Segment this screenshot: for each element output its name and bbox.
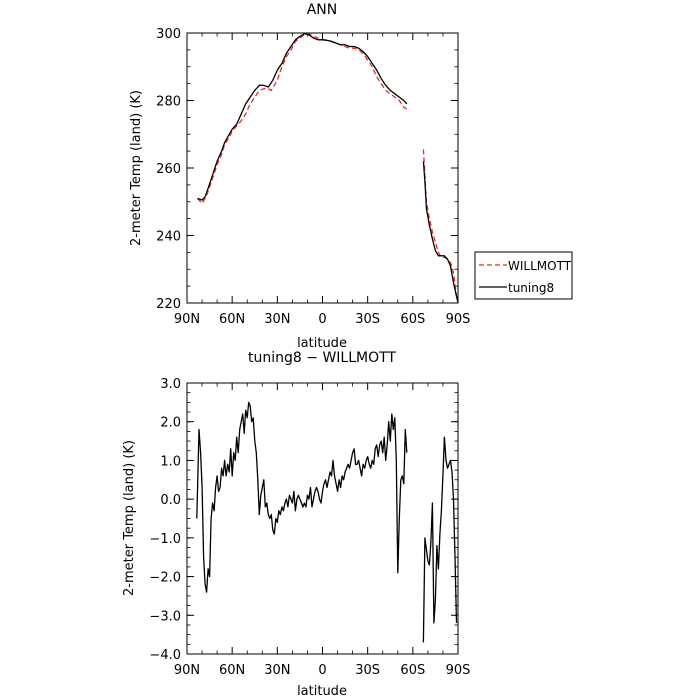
series-lines: [197, 33, 459, 304]
series-line-b: [197, 33, 408, 201]
x-tick-label: 30N: [264, 663, 290, 678]
y-tick-label: −1.0: [149, 532, 181, 547]
y-axis-label: 2-meter Temp (land) (K): [122, 440, 137, 596]
legend-label-willmott: WILLMOTT: [508, 259, 572, 273]
plot-frame: [186, 382, 459, 655]
x-tick-label: 60S: [400, 663, 425, 678]
series-lines: [196, 401, 458, 643]
series-line-b: [422, 161, 459, 304]
y-tick-label: 300: [156, 27, 181, 42]
y-axis-label: 2-meter Temp (land) (K): [129, 90, 144, 246]
y-tick-label: 0.0: [160, 493, 181, 508]
plot-frame: [186, 32, 459, 304]
x-tick-label: 0: [318, 312, 326, 327]
difference-chart: tuning8 − WILLMOTT 3.0 2.0 1.0 0.0 −1.0 −2.0 −…: [122, 350, 470, 699]
x-axis-label: latitude: [297, 684, 347, 699]
y-tick-label: 240: [156, 230, 181, 245]
y-tick-label: 260: [156, 162, 181, 177]
y-tick-label: 2.0: [160, 416, 181, 431]
x-tick-label: 90N: [174, 663, 200, 678]
x-tick-label: 90S: [446, 663, 471, 678]
x-tick-label: 90N: [174, 312, 200, 327]
legend-box: [474, 251, 573, 300]
x-tick-label: 60N: [219, 312, 245, 327]
y-ticks: 3.0 2.0 1.0 0.0 −1.0 −2.0 −3.0 −4.0: [149, 377, 458, 663]
x-tick-label: 30S: [355, 663, 380, 678]
x-ticks: 90N 60N 30N 0 30S 60S 90S: [174, 383, 471, 678]
series-line-a: [422, 436, 458, 643]
legend: WILLMOTT tuning8: [474, 251, 573, 300]
x-tick-label: 30S: [355, 312, 380, 327]
x-tick-label: 0: [318, 663, 326, 678]
series-line-a: [196, 401, 408, 593]
chart-title: ANN: [307, 2, 338, 18]
x-axis-label: latitude: [297, 336, 347, 351]
y-tick-label: 280: [156, 95, 181, 110]
x-tick-label: 60S: [400, 312, 425, 327]
chart-title: tuning8 − WILLMOTT: [248, 350, 396, 366]
x-tick-label: 30N: [264, 312, 290, 327]
legend-label-tuning8: tuning8: [508, 281, 554, 295]
y-ticks: 300 280 260 240 220: [156, 27, 458, 312]
y-tick-label: −4.0: [149, 648, 181, 663]
y-tick-label: −3.0: [149, 609, 181, 624]
y-tick-label: 1.0: [160, 454, 181, 469]
x-tick-label: 90S: [446, 312, 471, 327]
y-tick-label: 220: [156, 297, 181, 312]
x-ticks: 90N 60N 30N 0 30S 60S 90S: [174, 33, 471, 327]
y-tick-label: −2.0: [149, 571, 181, 586]
x-tick-label: 60N: [219, 663, 245, 678]
series-line-a: [197, 33, 408, 205]
y-tick-label: 3.0: [160, 377, 181, 392]
